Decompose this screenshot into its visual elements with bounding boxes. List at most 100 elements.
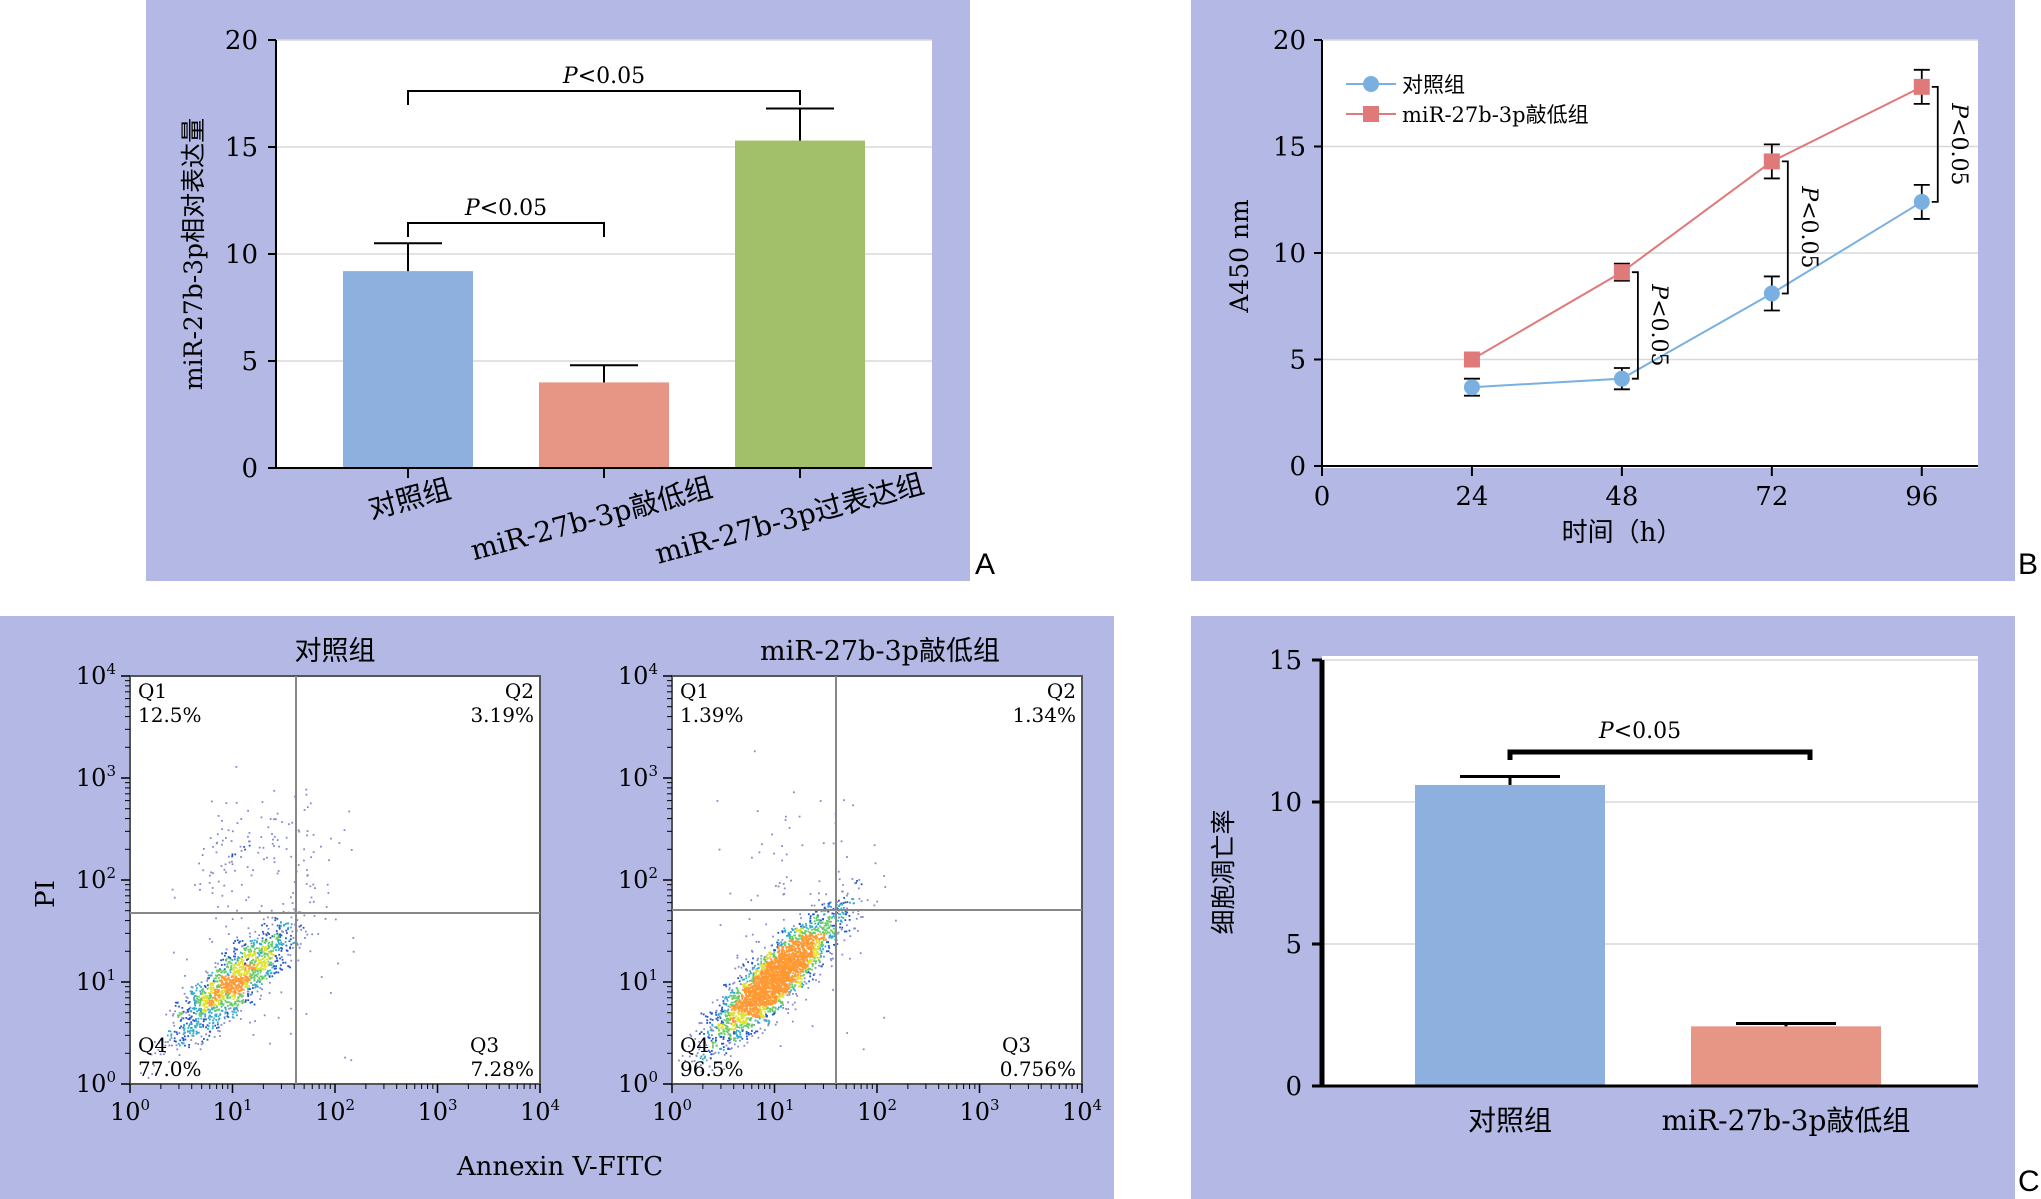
flow-left-event [238,973,241,976]
flow-right-event [755,972,758,974]
flow-left-event [267,955,270,957]
flow-right-event [820,965,823,968]
flow-left-event [230,979,232,982]
flow-right-event [841,926,844,929]
flow-right-event [770,958,773,961]
flow-right-event [767,987,770,990]
flow-left-event [275,949,277,952]
flow-right-event [744,989,747,991]
chart-b-xtick-label: 0 [1314,482,1331,512]
flow-left-event [205,1033,208,1036]
flow-left-event [352,937,355,939]
flow-right-event [777,992,779,994]
flow-left-event [303,859,305,862]
flow-right-event [801,931,803,933]
flow-right-event [756,994,759,997]
flow-left-event [290,855,293,858]
flow-left-event [247,927,250,930]
flow-right-event [813,955,816,958]
flow-right-event [731,989,734,991]
flow-right-event [737,990,740,993]
flow-right-event [746,969,748,972]
flow-right-event [757,957,759,960]
flow-left-event [234,972,237,974]
flow-right-event [710,1053,713,1056]
flow-left-event [178,1027,181,1029]
flow-left-event [228,982,230,985]
flow-right-event [714,1039,717,1042]
flow-right-event [777,971,780,974]
flow-left-event [210,986,213,989]
flow-left-event [260,969,262,972]
flow-left-event [256,964,259,967]
flow-right-event [722,1038,725,1040]
flow-left-event [176,1048,179,1051]
flow-left-event [257,851,260,854]
flow-left-event [265,924,268,927]
flow-left-event [255,969,258,972]
flow-right-event [841,903,844,906]
flow-left-event [212,988,215,991]
flow-right-event [840,907,843,910]
flow-left-event [228,1007,231,1010]
flow-right-event [722,1030,725,1033]
flow-right-event [793,956,796,959]
flow-left-event [248,975,251,978]
flow-right-event [688,1055,691,1058]
flow-right-event [754,969,757,971]
flow-right-event [757,997,759,1000]
flow-left-event [280,947,283,949]
flow-right-event [786,986,788,988]
flow-right-event [775,1001,778,1003]
flow-right-event [811,958,814,961]
flow-right-event [758,975,760,978]
flow-right-event [845,924,848,927]
flow-right-event [761,994,764,997]
flow-left-event [210,991,213,994]
flow-right-event [769,982,772,985]
flow-right-event [745,1025,748,1027]
flow-right-event [763,1018,766,1021]
flow-right-event [728,1033,731,1036]
panel-letter-a: A [975,548,996,581]
flow-right-event [774,1023,777,1026]
flow-right-event [769,974,772,977]
flow-left-event [244,973,247,976]
flow-left-q4-name: Q4 [138,1033,167,1057]
flow-left-event [196,997,198,1000]
flow-right-event [762,1001,764,1004]
flow-right-event [838,878,841,881]
flow-left-event [200,986,203,988]
flow-left-event [190,1021,193,1024]
flow-right-event [733,1039,736,1042]
flow-left-event [280,968,283,971]
chart-b-xlabel: 时间（h） [1562,518,1683,548]
flow-left-event [236,980,239,983]
flow-right-event [753,999,756,1002]
flow-right-event [805,942,808,945]
flow-right-event [760,976,763,979]
flow-left-event [198,984,201,987]
flow-right-event [695,1065,698,1067]
flow-right-event [806,955,809,958]
flow-right-event [723,1003,726,1006]
flow-left-event [227,986,230,989]
flow-right-event [818,944,821,947]
flow-right-event [825,941,828,944]
flow-right-event [760,1003,763,1006]
flow-right-event [746,1038,749,1040]
flow-left-event [220,993,223,996]
flow-right-event [737,977,740,980]
flow-right-event [788,958,791,961]
flow-left-event [172,1013,175,1015]
flow-right-event [764,986,767,989]
flow-right-event [788,970,791,973]
flow-right-event [809,915,812,918]
flow-left-event [329,992,332,994]
flow-left-event [232,998,235,1001]
flow-left-event [285,949,288,952]
flow-right-event [725,1019,728,1022]
flow-left-event [256,979,259,982]
flow-right-event [769,1007,772,1010]
flow-right-event [786,958,789,960]
